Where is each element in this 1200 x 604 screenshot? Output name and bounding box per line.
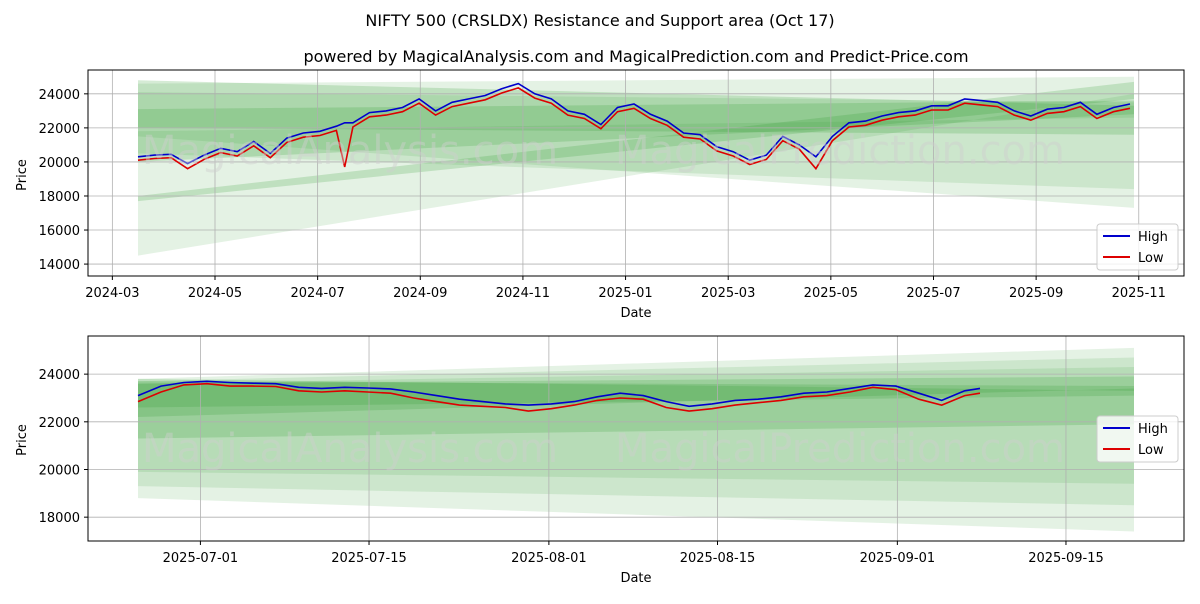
x-tick-label: 2025-08-01 [511, 551, 587, 566]
series-line-low [137, 382, 981, 412]
legend: High Low [1096, 415, 1179, 463]
legend-low-label: Low [1138, 251, 1164, 266]
support-resistance-band [138, 81, 1134, 202]
legend-high-label: High [1138, 422, 1168, 437]
series-line-high [137, 380, 981, 408]
y-tick-label: 24000 [39, 368, 80, 383]
support-resistance-band [138, 76, 1134, 208]
x-tick-label: 2025-05 [804, 286, 858, 301]
x-axis-label: Date [620, 571, 651, 586]
legend-high-label: High [1138, 230, 1168, 245]
x-tick-label: 2025-09-15 [1028, 551, 1104, 566]
support-resistance-band [138, 357, 1134, 506]
y-tick-label: 16000 [39, 224, 80, 239]
y-axis-label: Price [15, 159, 30, 191]
x-tick-label: 2025-09 [1009, 286, 1063, 301]
top-chart-panel: MagicalAnalysis.com MagicalPrediction.co… [15, 69, 1185, 321]
chart-subtitle: powered by MagicalAnalysis.com and Magic… [303, 47, 968, 66]
support-resistance-band [138, 376, 1134, 439]
x-tick-label: 2024-03 [85, 286, 139, 301]
support-resistance-band [138, 92, 1134, 190]
x-tick-label: 2025-01 [598, 286, 652, 301]
y-tick-label: 22000 [39, 416, 80, 431]
y-tick-label: 18000 [39, 190, 80, 205]
x-tick-label: 2025-11 [1112, 286, 1166, 301]
x-tick-label: 2025-07-01 [163, 551, 239, 566]
support-resistance-band [138, 93, 1134, 256]
legend-low-label: Low [1138, 443, 1164, 458]
legend: High Low [1096, 223, 1179, 271]
x-tick-label: 2024-09 [393, 286, 447, 301]
watermark-prediction: MagicalPrediction.com [615, 128, 1065, 174]
support-resistance-band [138, 366, 1134, 484]
y-tick-label: 14000 [39, 258, 80, 273]
x-tick-label: 2025-09-01 [860, 551, 936, 566]
plot-frame [87, 335, 1185, 542]
bottom-chart-panel: MagicalAnalysis.com MagicalPrediction.co… [15, 335, 1185, 586]
chart-title: NIFTY 500 (CRSLDX) Resistance and Suppor… [365, 11, 834, 30]
x-tick-label: 2025-03 [701, 286, 755, 301]
y-tick-label: 22000 [39, 122, 80, 137]
y-tick-label: 20000 [39, 156, 80, 171]
x-tick-label: 2025-07-15 [331, 551, 407, 566]
x-tick-label: 2024-07 [290, 286, 344, 301]
y-tick-label: 20000 [39, 463, 80, 478]
series-line-high [137, 82, 1131, 165]
x-tick-label: 2025-08-15 [680, 551, 756, 566]
x-tick-label: 2024-11 [496, 286, 550, 301]
watermark-prediction: MagicalPrediction.com [615, 426, 1065, 472]
y-axis-label: Price [15, 424, 30, 456]
x-tick-label: 2024-05 [188, 286, 242, 301]
y-tick-label: 24000 [39, 88, 80, 103]
watermark-analysis: MagicalAnalysis.com [142, 426, 558, 472]
plot-frame [87, 69, 1185, 277]
x-tick-label: 2025-07 [906, 286, 960, 301]
x-axis-label: Date [620, 306, 651, 321]
series-line-low [137, 87, 1131, 171]
y-tick-label: 18000 [39, 511, 80, 526]
watermark-analysis: MagicalAnalysis.com [142, 128, 558, 174]
